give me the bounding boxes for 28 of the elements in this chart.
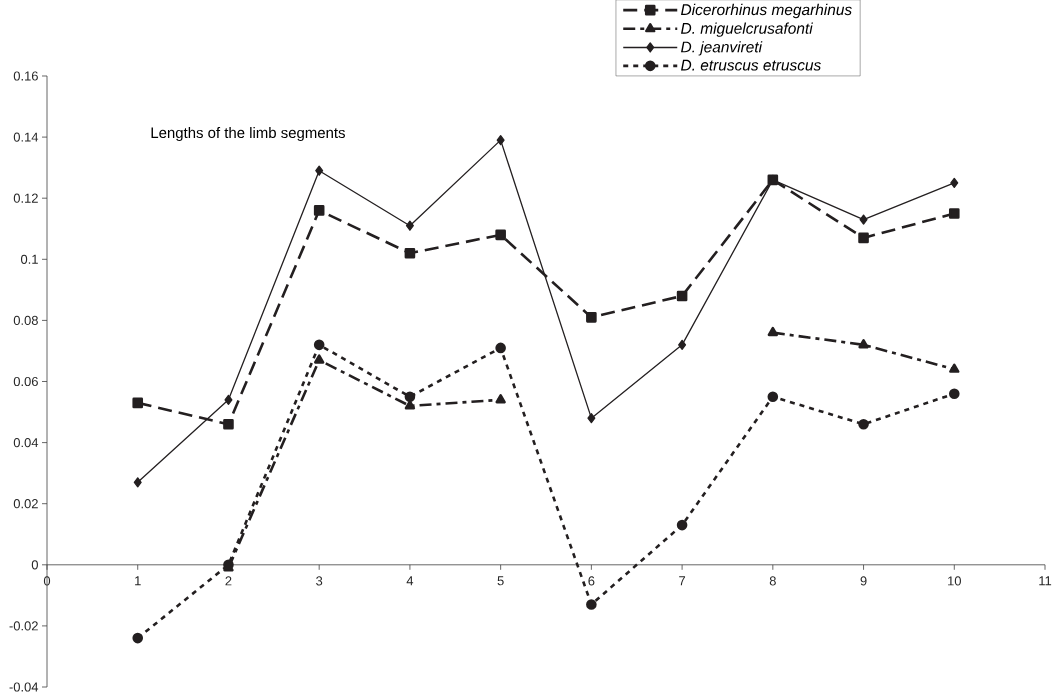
y-tick-label: 0.02 [13, 499, 38, 509]
y-tick-label: 0.16 [13, 71, 38, 81]
x-tick-label: 7 [679, 576, 686, 586]
legend-label: Dicerorhinus megarhinus [681, 3, 852, 19]
x-tick-label: 6 [588, 576, 595, 586]
y-tick-label: 0 [31, 560, 38, 570]
x-tick-label: 4 [406, 576, 414, 586]
y-tick-label: -0.02 [9, 621, 38, 631]
x-tick-label: 8 [769, 576, 776, 586]
y-tick-label: 0.1 [20, 254, 38, 264]
x-tick-label: 10 [948, 576, 961, 586]
y-tick-label: 0.12 [13, 193, 38, 203]
y-tick-label: 0.14 [13, 132, 39, 142]
legend-label: D. etruscus etruscus [681, 59, 821, 71]
x-tick-label: 11 [1039, 576, 1052, 586]
y-tick-label: -0.04 [9, 682, 39, 692]
legend-label: D. miguelcrusafonti [681, 22, 814, 37]
x-tick-label: 0 [43, 576, 51, 586]
x-tick-label: 5 [497, 576, 504, 586]
x-tick-label: 3 [316, 576, 323, 586]
annotation: Lengths of the limb segments [151, 127, 345, 141]
y-tick-label: 0.06 [13, 376, 38, 387]
y-tick-label: 0.08 [13, 315, 38, 325]
x-tick-label: 1 [135, 576, 141, 586]
legend-label: D. jeanvireti [681, 41, 763, 56]
x-tick-label: 9 [860, 576, 867, 586]
x-tick-label: 2 [225, 576, 232, 586]
y-tick-label: 0.04 [13, 438, 39, 448]
